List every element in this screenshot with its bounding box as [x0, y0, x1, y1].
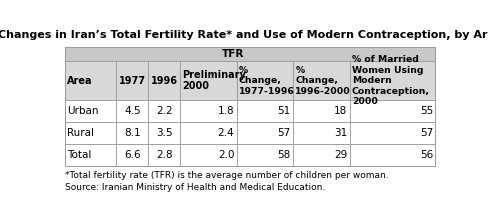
Text: %
Change,
1996-2000: % Change, 1996-2000	[295, 66, 351, 96]
Bar	[65, 122, 435, 144]
Text: 57: 57	[420, 128, 433, 138]
Text: Urban: Urban	[67, 106, 99, 116]
Bar	[349, 122, 435, 144]
Text: 4.5: 4.5	[124, 106, 141, 116]
Bar	[237, 61, 293, 100]
Text: Total: Total	[67, 150, 91, 160]
Text: 1.8: 1.8	[218, 106, 234, 116]
Bar	[116, 122, 148, 144]
Text: TFR: TFR	[222, 49, 244, 59]
Bar	[293, 61, 349, 100]
Text: 2.0: 2.0	[218, 150, 234, 160]
Text: 6.6: 6.6	[124, 150, 141, 160]
Text: 57: 57	[278, 128, 291, 138]
Text: 2.8: 2.8	[156, 150, 172, 160]
Text: 1996: 1996	[151, 76, 178, 86]
Text: Changes in Iran’s Total Fertility Rate* and Use of Modern Contraception, by Area: Changes in Iran’s Total Fertility Rate* …	[0, 30, 488, 40]
Bar	[65, 100, 435, 122]
Bar	[349, 61, 435, 100]
Text: % of Married
Women Using
Modern
Contraception,
2000: % of Married Women Using Modern Contrace…	[352, 55, 430, 106]
Text: 2.4: 2.4	[218, 128, 234, 138]
Bar	[116, 100, 148, 122]
Bar	[148, 61, 180, 100]
Bar	[116, 61, 148, 100]
Bar	[148, 100, 180, 122]
Bar	[180, 144, 237, 166]
Bar	[293, 144, 349, 166]
Bar	[180, 100, 237, 122]
Bar	[65, 47, 435, 61]
Text: 18: 18	[334, 106, 347, 116]
Bar	[116, 144, 148, 166]
Text: 31: 31	[334, 128, 347, 138]
Bar	[293, 122, 349, 144]
Bar	[237, 144, 293, 166]
Text: 3.5: 3.5	[156, 128, 172, 138]
Text: 58: 58	[278, 150, 291, 160]
Text: Source: Iranian Ministry of Health and Medical Education.: Source: Iranian Ministry of Health and M…	[65, 183, 325, 192]
Bar	[65, 61, 116, 100]
Bar	[349, 144, 435, 166]
Bar	[180, 61, 237, 100]
Bar	[349, 100, 435, 122]
Text: Rural: Rural	[67, 128, 94, 138]
Text: Area: Area	[67, 76, 93, 86]
Text: 29: 29	[334, 150, 347, 160]
Bar	[65, 61, 435, 100]
Bar	[237, 100, 293, 122]
Bar	[65, 47, 435, 166]
Bar	[148, 122, 180, 144]
Text: Preliminary
2000: Preliminary 2000	[183, 70, 246, 91]
Text: 8.1: 8.1	[124, 128, 141, 138]
Text: 56: 56	[420, 150, 433, 160]
Bar	[293, 100, 349, 122]
Text: *Total fertility rate (TFR) is the average number of children per woman.: *Total fertility rate (TFR) is the avera…	[65, 171, 388, 180]
Bar	[65, 100, 116, 122]
Bar	[148, 144, 180, 166]
Text: 2.2: 2.2	[156, 106, 172, 116]
Bar	[65, 122, 116, 144]
Bar	[180, 122, 237, 144]
Bar	[237, 122, 293, 144]
Text: 51: 51	[278, 106, 291, 116]
Text: 55: 55	[420, 106, 433, 116]
Bar	[65, 144, 435, 166]
Text: 1977: 1977	[119, 76, 146, 86]
Bar	[65, 144, 116, 166]
Text: %
Change,
1977-1996: % Change, 1977-1996	[239, 66, 295, 96]
